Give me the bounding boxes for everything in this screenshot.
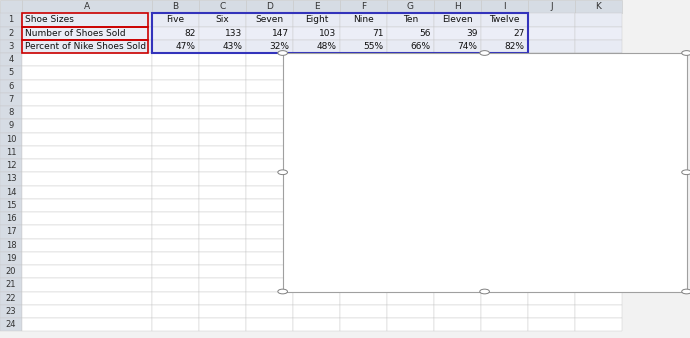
Text: Percent of Nike Shoes Sold: Percent of Nike Shoes Sold xyxy=(25,42,146,51)
Text: 23: 23 xyxy=(6,307,17,316)
Text: 9: 9 xyxy=(8,121,14,130)
Text: Five: Five xyxy=(166,15,184,24)
Text: C: C xyxy=(219,2,226,11)
Text: 8: 8 xyxy=(8,108,14,117)
Text: A: A xyxy=(84,2,90,11)
Text: 16: 16 xyxy=(6,214,17,223)
Text: I: I xyxy=(503,2,506,11)
Text: 103: 103 xyxy=(319,29,337,38)
Text: Eight: Eight xyxy=(305,15,328,24)
Text: 48%: 48% xyxy=(317,42,337,51)
Text: Twelve: Twelve xyxy=(489,15,520,24)
Text: 13: 13 xyxy=(6,174,17,184)
Text: 147: 147 xyxy=(273,29,290,38)
Text: 10: 10 xyxy=(6,135,17,144)
Text: Nine: Nine xyxy=(353,15,374,24)
Text: 6: 6 xyxy=(8,81,14,91)
Bar xyxy=(319,156,345,259)
Text: Number of Shoes Sold: Number of Shoes Sold xyxy=(25,29,126,38)
Text: 22: 22 xyxy=(6,294,17,303)
Text: 4: 4 xyxy=(8,55,14,64)
Text: 20: 20 xyxy=(6,267,17,276)
Text: D: D xyxy=(266,2,273,11)
Text: 3: 3 xyxy=(8,42,14,51)
Bar xyxy=(457,130,483,259)
Bar xyxy=(504,170,529,259)
Text: K: K xyxy=(595,2,602,11)
Text: 47%: 47% xyxy=(175,42,195,51)
Text: F: F xyxy=(361,2,366,11)
Text: 15: 15 xyxy=(6,201,17,210)
Text: 56: 56 xyxy=(419,29,431,38)
Text: 19: 19 xyxy=(6,254,17,263)
Text: 55%: 55% xyxy=(364,42,384,51)
Bar xyxy=(366,93,391,259)
Text: 7: 7 xyxy=(8,95,14,104)
Text: B: B xyxy=(172,2,179,11)
Text: 14: 14 xyxy=(6,188,17,197)
Text: 12: 12 xyxy=(6,161,17,170)
Text: Six: Six xyxy=(215,15,229,24)
Text: 66%: 66% xyxy=(411,42,431,51)
Text: 24: 24 xyxy=(6,320,17,329)
Text: 1: 1 xyxy=(8,15,14,24)
Text: 27: 27 xyxy=(513,29,524,38)
Text: 74%: 74% xyxy=(457,42,477,51)
Text: 82: 82 xyxy=(184,29,195,38)
Bar xyxy=(642,225,667,259)
Text: 2: 2 xyxy=(8,29,14,38)
Text: H: H xyxy=(454,2,461,11)
Text: E: E xyxy=(314,2,319,11)
Text: Seven: Seven xyxy=(255,15,284,24)
Text: G: G xyxy=(407,2,414,11)
Text: 21: 21 xyxy=(6,281,17,289)
Text: J: J xyxy=(550,2,553,11)
Text: 18: 18 xyxy=(6,241,17,250)
Text: 5: 5 xyxy=(8,68,14,77)
Text: 82%: 82% xyxy=(504,42,524,51)
Text: 32%: 32% xyxy=(270,42,290,51)
Text: 43%: 43% xyxy=(223,42,243,51)
Bar xyxy=(549,189,575,259)
Text: 71: 71 xyxy=(372,29,384,38)
Text: 11: 11 xyxy=(6,148,17,157)
Bar xyxy=(412,75,437,259)
Bar xyxy=(595,210,621,259)
Text: 17: 17 xyxy=(6,227,17,236)
Text: Eleven: Eleven xyxy=(442,15,473,24)
Text: 133: 133 xyxy=(226,29,243,38)
Text: Shoe Sizes: Shoe Sizes xyxy=(25,15,74,24)
Text: 39: 39 xyxy=(466,29,477,38)
Text: Ten: Ten xyxy=(403,15,418,24)
